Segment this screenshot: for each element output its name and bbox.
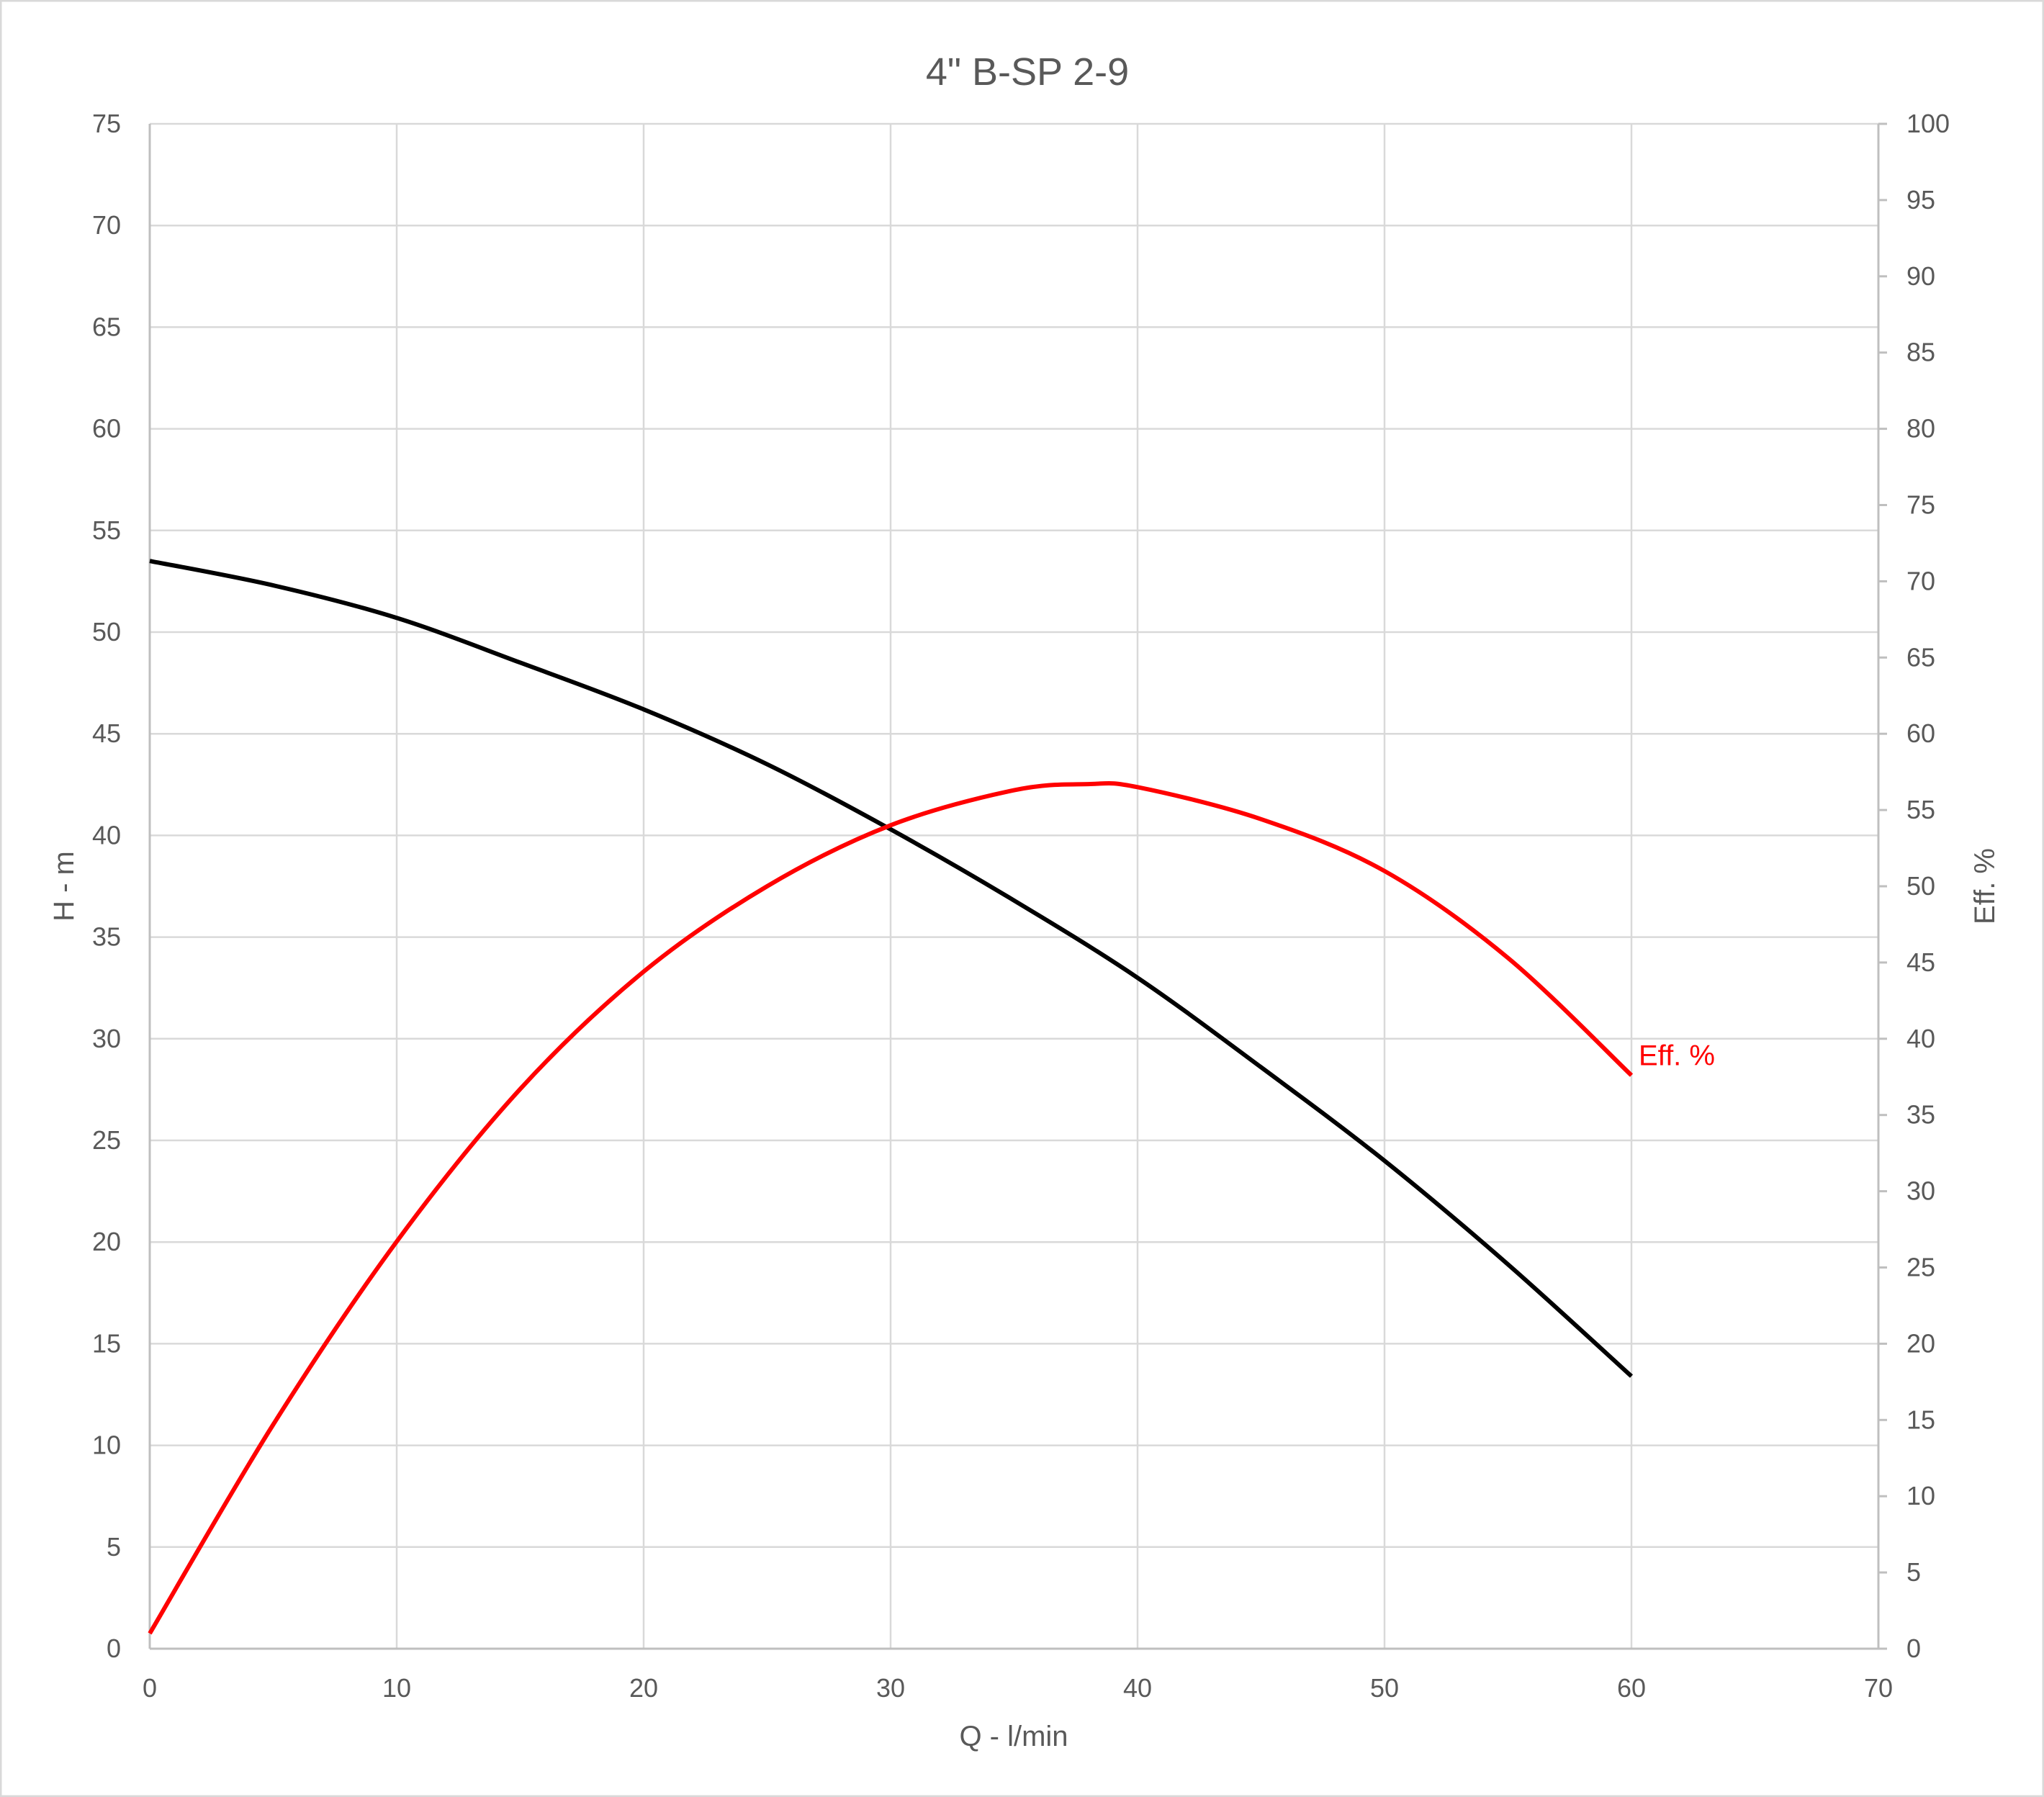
y2-tick-label: 80	[1906, 414, 1935, 443]
y2-tick-label: 90	[1906, 261, 1935, 291]
y-tick-label: 40	[92, 820, 121, 850]
y2-tick-label: 35	[1906, 1100, 1935, 1130]
x-tick-label: 70	[1864, 1673, 1893, 1703]
x-tick-label: 50	[1370, 1673, 1399, 1703]
series-lines	[148, 559, 1634, 1635]
chart-title: 4" B-SP 2-9	[926, 50, 1129, 94]
y2-tick-label: 15	[1906, 1405, 1935, 1434]
x-tick-label: 40	[1123, 1673, 1152, 1703]
y2-tick-label: 70	[1906, 566, 1935, 595]
x-axis-label: Q - l/min	[959, 1721, 1068, 1752]
head-curve	[149, 559, 1634, 1378]
y-tick-label: 10	[92, 1431, 121, 1460]
y-tick-label: 5	[107, 1532, 121, 1562]
y-tick-label: 20	[92, 1227, 121, 1256]
y-tick-label: 35	[92, 922, 121, 952]
y2-tick-label: 45	[1906, 947, 1935, 977]
x-tick-label: 30	[876, 1673, 905, 1703]
y2-tick-label: 5	[1906, 1557, 1921, 1587]
y-axis-label: H - m	[48, 851, 80, 922]
y-tick-label: 70	[92, 210, 121, 240]
x-tick-label: 60	[1617, 1673, 1646, 1703]
y2-tick-label: 25	[1906, 1253, 1935, 1282]
y-tick-label: 30	[92, 1024, 121, 1053]
y-tick-label: 0	[107, 1634, 121, 1663]
y2-tick-label: 30	[1906, 1176, 1935, 1206]
x-tick-label: 0	[143, 1673, 157, 1703]
x-tick-label: 10	[382, 1673, 411, 1703]
y-tick-label: 25	[92, 1125, 121, 1155]
y2-tick-label: 75	[1906, 490, 1935, 520]
y2-tick-label: 95	[1906, 185, 1935, 215]
y2-tick-label: 50	[1906, 871, 1935, 901]
y2-tick-label: 0	[1906, 1634, 1921, 1663]
y-tick-label: 75	[92, 109, 121, 138]
y-tick-label: 15	[92, 1328, 121, 1358]
y-tick-label: 45	[92, 719, 121, 748]
y2-tick-label: 85	[1906, 338, 1935, 367]
y-tick-label: 50	[92, 617, 121, 647]
y2-axis-label: Eff. %	[1969, 848, 2001, 924]
y2-tick-label: 10	[1906, 1481, 1935, 1510]
y2-tick-label: 55	[1906, 795, 1935, 824]
efficiency-curve	[148, 780, 1634, 1635]
series-label-eff: Eff. %	[1639, 1040, 1715, 1072]
y-tick-label: 65	[92, 312, 121, 341]
y2-tick-label: 60	[1906, 719, 1935, 748]
y2-tick-label: 100	[1906, 109, 1950, 138]
y-tick-label: 60	[92, 414, 121, 443]
y2-tick-label: 40	[1906, 1024, 1935, 1053]
y-tick-label: 55	[92, 515, 121, 545]
y2-tick-label: 65	[1906, 642, 1935, 672]
y2-tick-label: 20	[1906, 1328, 1935, 1358]
x-tick-label: 20	[629, 1673, 658, 1703]
